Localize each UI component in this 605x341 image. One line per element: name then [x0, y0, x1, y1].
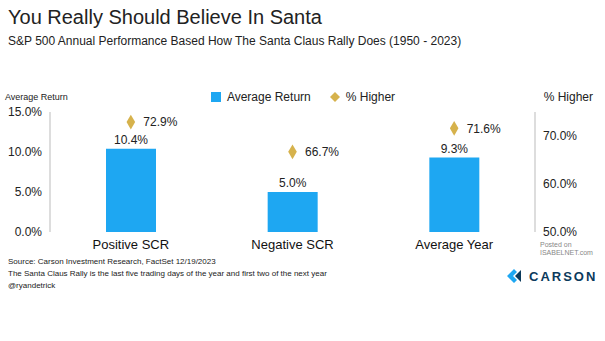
html-text:Average Return: Average Return — [226, 90, 311, 104]
svg-text:66.7%: 66.7% — [305, 145, 339, 159]
svg-text:5.0%: 5.0% — [15, 185, 43, 199]
html-text:% Higher: % Higher — [345, 90, 396, 104]
svg-text:5.0%: 5.0% — [279, 176, 307, 190]
svg-text:0.0%: 0.0% — [15, 225, 43, 239]
html-text:Source: Carson Investment Rese: Source: Carson Investment Research, Fact… — [8, 257, 216, 266]
svg-text:10.4%: 10.4% — [114, 133, 148, 147]
html-text:You Really Should Believe In S: You Really Should Believe In Santa — [8, 6, 322, 28]
html-text:ISABELNET.com: ISABELNET.com — [540, 249, 593, 256]
html-text:Average Return: Average Return — [5, 92, 68, 102]
svg-text:10.0%: 10.0% — [8, 145, 42, 159]
svg-text:70.0%: 70.0% — [543, 129, 577, 143]
svg-text:15.0%: 15.0% — [8, 105, 42, 119]
svg-text:Negative SCR: Negative SCR — [251, 237, 333, 252]
html-text:The Santa Claus Rally is the l: The Santa Claus Rally is the last five t… — [8, 269, 327, 278]
html-text:S&P 500 Annual Performance Bas: S&P 500 Annual Performance Based How The… — [8, 34, 462, 48]
svg-text:72.9%: 72.9% — [143, 115, 177, 129]
svg-text:60.0%: 60.0% — [543, 177, 577, 191]
svg-text:Positive SCR: Positive SCR — [93, 237, 170, 252]
html-text:@ryandetrick: @ryandetrick — [8, 281, 56, 290]
svg-text:Average Year: Average Year — [415, 237, 493, 252]
html-text:% Higher: % Higher — [543, 90, 593, 104]
svg-text:9.3%: 9.3% — [441, 142, 469, 156]
html-text:Posted on: Posted on — [540, 241, 572, 248]
svg-text:71.6%: 71.6% — [467, 122, 501, 136]
html-text:CARSON: CARSON — [529, 268, 598, 284]
svg-text:50.0%: 50.0% — [543, 225, 577, 239]
